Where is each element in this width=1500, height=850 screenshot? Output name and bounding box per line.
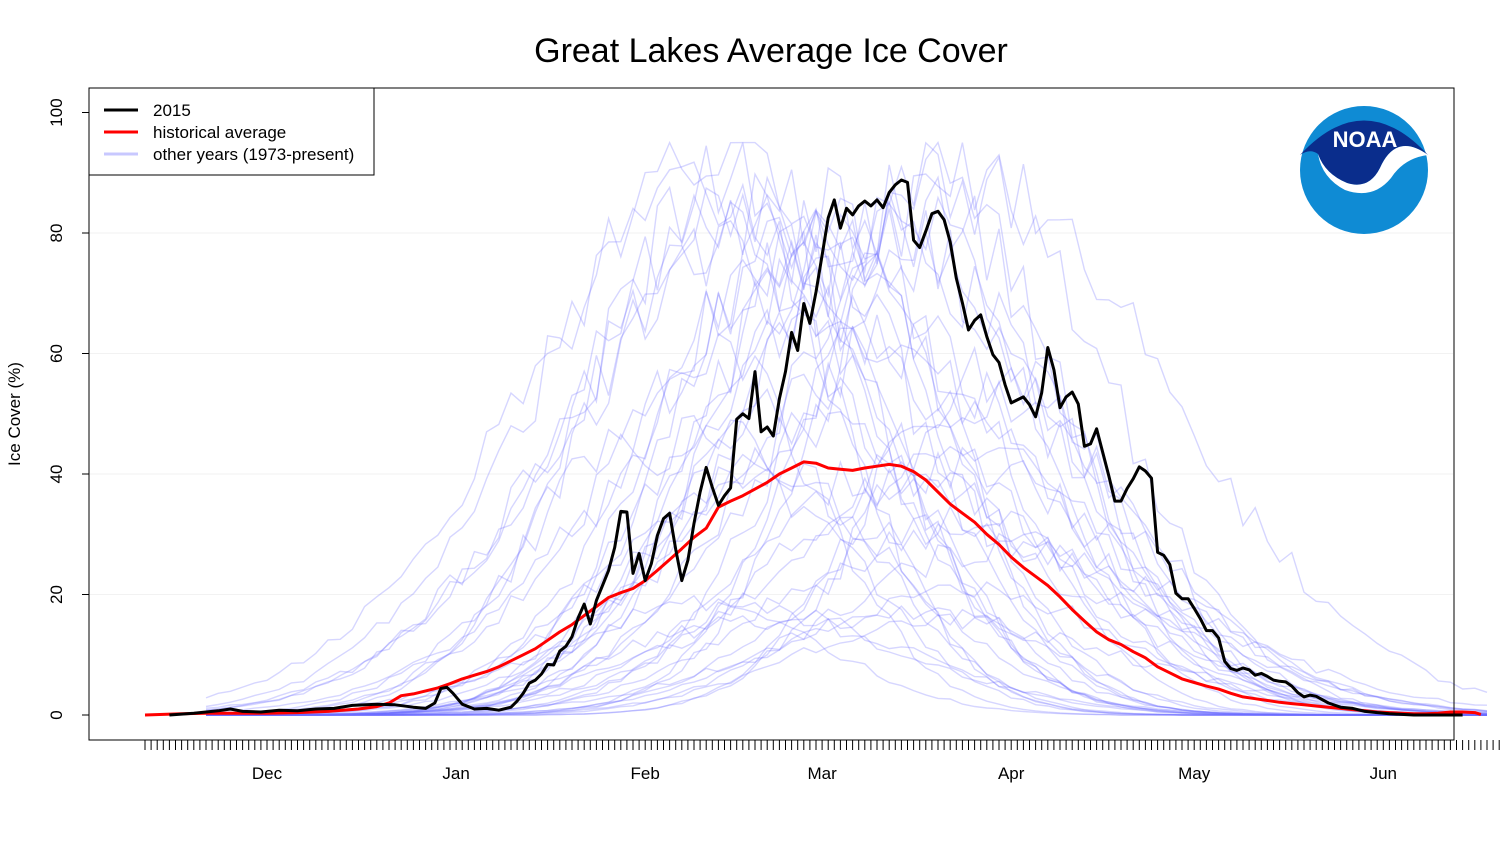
other-year-line <box>206 532 1488 716</box>
series-line-historical-average <box>144 460 1482 717</box>
other-year-line <box>206 192 1488 716</box>
main-series-lines <box>144 178 1482 717</box>
x-tick-label-feb: Feb <box>631 764 660 783</box>
noaa-logo-top <box>1300 120 1428 185</box>
other-year-line <box>205 142 1487 716</box>
other-year-line <box>206 445 1488 716</box>
y-tick-label-20: 20 <box>47 585 66 604</box>
y-axis: 0 20 40 60 80 100 <box>47 98 89 720</box>
x-axis: Dec Jan Feb Mar Apr May Jun <box>144 740 1500 783</box>
other-year-line <box>206 446 1487 716</box>
other-year-line <box>206 208 1488 716</box>
other-year-line <box>205 175 1487 716</box>
legend-label-2015: 2015 <box>153 101 191 120</box>
other-year-line <box>205 219 1488 715</box>
other-year-line <box>206 197 1487 716</box>
other-year-line <box>206 379 1487 716</box>
other-year-line <box>206 605 1488 716</box>
other-year-line <box>206 164 1488 716</box>
other-year-line <box>206 466 1487 716</box>
x-tick-label-mar: Mar <box>807 764 837 783</box>
x-tick-label-apr: Apr <box>998 764 1025 783</box>
x-tick-label-jun: Jun <box>1370 764 1397 783</box>
legend-label-historical: historical average <box>153 123 286 142</box>
other-year-line <box>206 314 1487 716</box>
other-year-line <box>206 505 1488 716</box>
noaa-logo-text: NOAA <box>1333 127 1398 152</box>
other-year-line <box>205 332 1487 716</box>
x-tick-label-dec: Dec <box>252 764 283 783</box>
other-year-line <box>206 581 1488 716</box>
other-year-line <box>206 175 1487 716</box>
y-tick-label-40: 40 <box>47 465 66 484</box>
y-tick-label-100: 100 <box>47 98 66 126</box>
other-year-line <box>206 453 1488 716</box>
other-year-line <box>206 142 1488 716</box>
other-year-line <box>206 608 1487 716</box>
other-year-line <box>205 161 1487 716</box>
plot-border <box>88 87 1455 741</box>
series-line-2015 <box>169 178 1463 717</box>
x-tick-label-jan: Jan <box>442 764 469 783</box>
chart-title: Great Lakes Average Ice Cover <box>534 32 1008 70</box>
gridlines <box>90 232 1453 595</box>
other-year-line <box>205 308 1488 716</box>
y-tick-label-80: 80 <box>47 224 66 243</box>
legend: 2015 historical average other years (197… <box>88 87 375 176</box>
noaa-logo-bird <box>1318 146 1428 194</box>
other-year-line <box>206 522 1488 716</box>
other-years-lines <box>205 140 1488 716</box>
other-year-line <box>205 200 1487 716</box>
other-year-line <box>206 169 1487 716</box>
other-year-line <box>206 345 1488 716</box>
other-year-line <box>205 140 1487 716</box>
other-year-line <box>206 141 1488 716</box>
other-year-line <box>206 446 1488 716</box>
other-year-line <box>206 615 1487 716</box>
y-tick-label-0: 0 <box>47 710 66 719</box>
other-year-line <box>205 195 1487 716</box>
y-tick-label-60: 60 <box>47 344 66 363</box>
other-year-line <box>205 212 1487 716</box>
noaa-logo: NOAA <box>1300 106 1428 234</box>
other-year-line <box>205 171 1487 716</box>
other-year-line <box>206 141 1487 716</box>
x-tick-label-may: May <box>1178 764 1211 783</box>
other-year-line <box>206 208 1488 716</box>
y-axis-label: Ice Cover (%) <box>5 362 24 466</box>
legend-label-other-years: other years (1973-present) <box>153 145 354 164</box>
other-year-line <box>206 223 1487 716</box>
other-year-line <box>205 414 1487 716</box>
